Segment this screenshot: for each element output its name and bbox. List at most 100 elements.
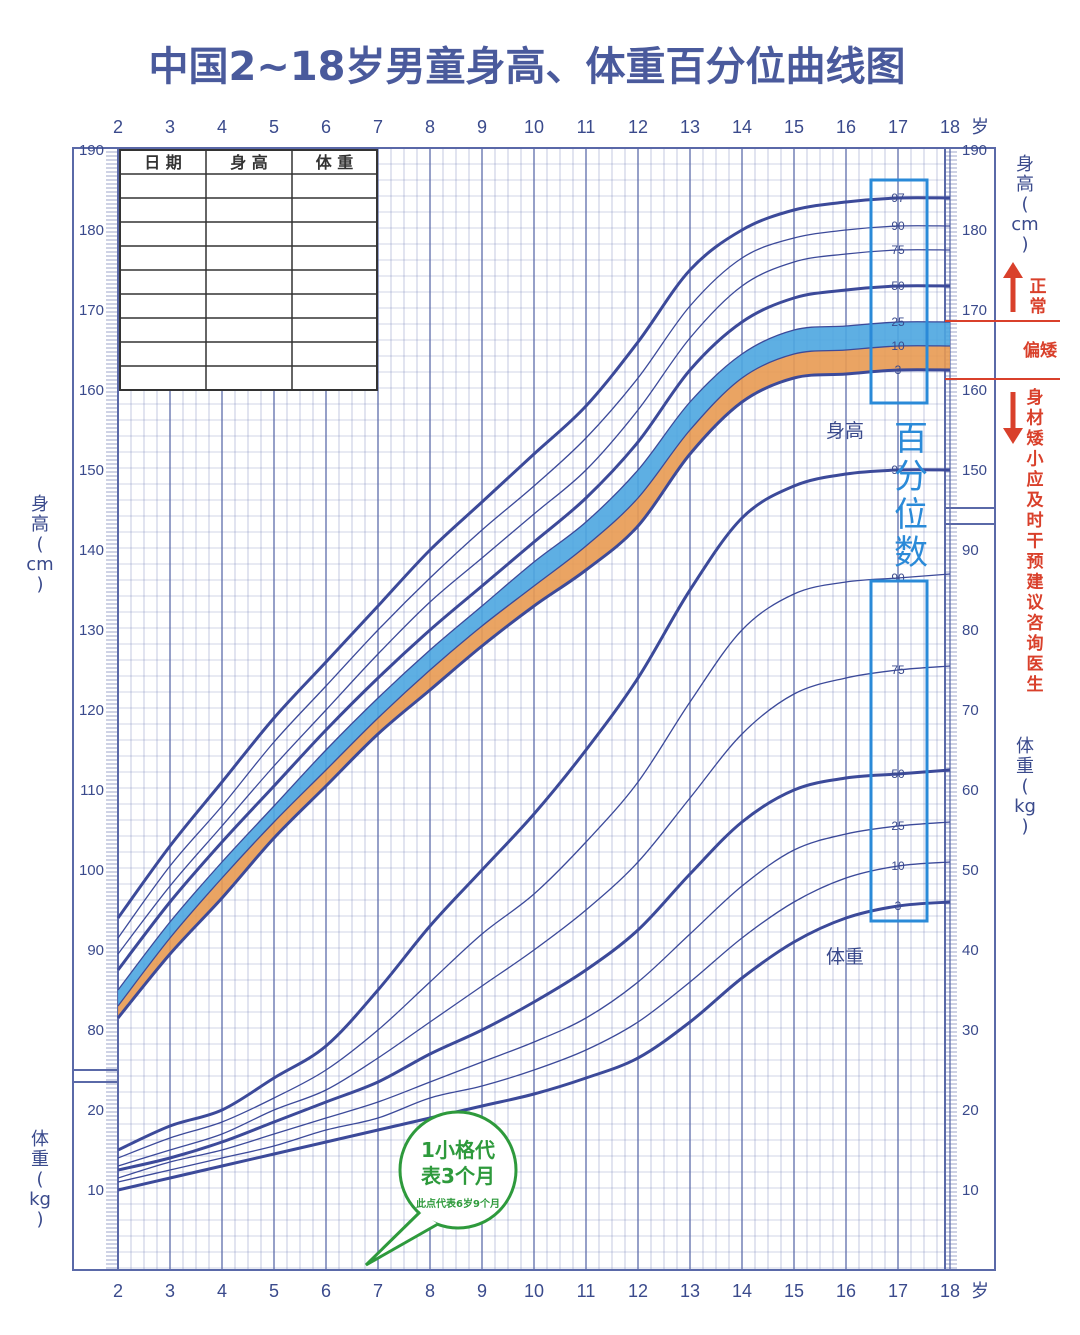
weight-pct-label: 75 (891, 663, 905, 677)
up-arrow-head (1003, 262, 1023, 278)
height-pct-label: 97 (891, 191, 905, 205)
normal-label: 常 (1030, 296, 1047, 317)
height-tick-left: 80 (87, 1022, 104, 1039)
age-tick-bottom: 16 (836, 1281, 856, 1301)
percentile-curves (116, 196, 951, 1192)
advice-label: 医 (1027, 655, 1044, 675)
left-weight-axis-label: 体 (31, 1129, 49, 1150)
height-pct-label: 75 (891, 243, 905, 257)
left-weight-axis-label: ( (36, 1169, 43, 1190)
height-tick-right: 180 (962, 222, 987, 239)
advice-label: 及 (1027, 491, 1045, 511)
height-tick-left: 160 (79, 382, 104, 399)
height-tick-left: 140 (79, 542, 104, 559)
height-pct-label: 10 (891, 339, 905, 353)
right-height-axis-label: ) (1021, 234, 1028, 255)
height-tick-left: 110 (80, 782, 104, 799)
advice-label: 预 (1027, 552, 1044, 572)
height-curve-p75 (117, 249, 951, 955)
height-pct-label: 90 (891, 219, 905, 233)
percentile-caption: 数 (894, 533, 928, 573)
height-tick-left: 130 (79, 622, 104, 639)
age-tick-bottom: 11 (577, 1281, 596, 1301)
weight-tick-right: 50 (962, 862, 979, 879)
height-tick-right: 150 (962, 462, 987, 479)
age-tick-top: 11 (577, 117, 596, 137)
height-pct-label: 25 (891, 315, 905, 329)
advice-label: 应 (1027, 469, 1044, 490)
age-tick-bottom: 12 (628, 1281, 648, 1301)
record-table: 日 期身 高体 重 (119, 149, 378, 391)
age-tick-bottom: 14 (732, 1281, 752, 1301)
height-tick-right: 160 (962, 382, 987, 399)
right-weight-axis-label: 重 (1016, 756, 1034, 777)
advice-label: 材 (1027, 408, 1044, 429)
age-tick-top: 10 (524, 117, 544, 137)
height-pct-label: 50 (891, 279, 905, 293)
age-tick-top: 12 (628, 117, 648, 137)
age-tick-top: 6 (321, 117, 331, 137)
height-percentile-box (869, 178, 929, 405)
left-height-axis-label: 身 (31, 494, 49, 515)
left-height-axis-label: cm (26, 554, 53, 575)
weight-curve-p97 (117, 468, 951, 1152)
callout-line3: 此点代表6岁9个月 (416, 1197, 500, 1210)
age-unit-bottom: 岁 (971, 1281, 989, 1301)
height-curve-p50 (116, 284, 951, 971)
weight-tick-right: 10 (962, 1182, 979, 1199)
age-tick-bottom: 13 (680, 1281, 700, 1301)
left-height-axis-label: ( (36, 534, 43, 555)
height-tick-left: 170 (79, 302, 104, 319)
advice-label: 矮 (1027, 428, 1045, 449)
age-tick-bottom: 4 (217, 1281, 227, 1301)
age-tick-top: 14 (732, 117, 752, 137)
height-curve-p25 (117, 321, 951, 991)
weight-pct-label: 90 (891, 571, 905, 585)
weight-tick-left: 20 (87, 1102, 104, 1119)
callout-line1: 1小格代 (421, 1138, 495, 1162)
age-tick-top: 8 (425, 117, 435, 137)
age-tick-top: 18 (940, 117, 960, 137)
age-tick-bottom: 6 (321, 1281, 331, 1301)
normal-label: 正 (1030, 277, 1047, 297)
weight-pct-label: 50 (891, 767, 905, 781)
age-tick-bottom: 18 (940, 1281, 960, 1301)
weight-tick-right: 80 (962, 622, 979, 639)
age-tick-bottom: 8 (425, 1281, 435, 1301)
right-weight-axis-label: ( (1021, 776, 1028, 797)
height-tick-right: 170 (962, 302, 987, 319)
weight-curve-p90 (117, 573, 951, 1159)
advice-label: 咨 (1027, 613, 1044, 634)
age-tick-top: 16 (836, 117, 856, 137)
height-curve-p3 (116, 368, 951, 1019)
age-tick-top: 15 (784, 117, 804, 137)
right-height-axis-label: cm (1011, 214, 1038, 235)
weight-pct-label: 10 (891, 859, 905, 873)
chart-title: 中国2~18岁男童身高、体重百分位曲线图 (148, 44, 905, 90)
height-curve-p90 (117, 225, 951, 939)
advice-label: 干 (1027, 532, 1044, 552)
weight-curve-p75 (117, 665, 951, 1167)
age-tick-bottom: 9 (477, 1281, 487, 1301)
callout-bubble (398, 1110, 518, 1230)
left-height-axis-label: 高 (31, 514, 49, 535)
weight-pct-label: 97 (891, 463, 905, 477)
weight-tick-right: 30 (962, 1022, 979, 1039)
callout-line2: 表3个月 (421, 1164, 495, 1188)
age-tick-bottom: 5 (269, 1281, 279, 1301)
age-tick-bottom: 7 (373, 1281, 383, 1301)
age-tick-bottom: 15 (784, 1281, 804, 1301)
axis-ticks: 2 2 3 3 4 4 5 5 6 6 7 7 8 8 9 9 10 10 11 11 12 12 13 13 14 14 15 15… (79, 117, 989, 1301)
weight-tick-right: 40 (962, 942, 979, 959)
age-tick-bottom: 2 (113, 1281, 123, 1301)
age-tick-top: 4 (217, 117, 227, 137)
height-curve-p97 (116, 196, 951, 919)
advice-label: 生 (1027, 674, 1044, 695)
age-tick-top: 2 (113, 117, 123, 137)
advice-label: 议 (1027, 593, 1045, 613)
height-pct-label: 3 (895, 363, 902, 377)
record-header: 日 期 (144, 153, 182, 172)
age-tick-bottom: 10 (524, 1281, 544, 1301)
age-tick-top: 7 (373, 117, 383, 137)
